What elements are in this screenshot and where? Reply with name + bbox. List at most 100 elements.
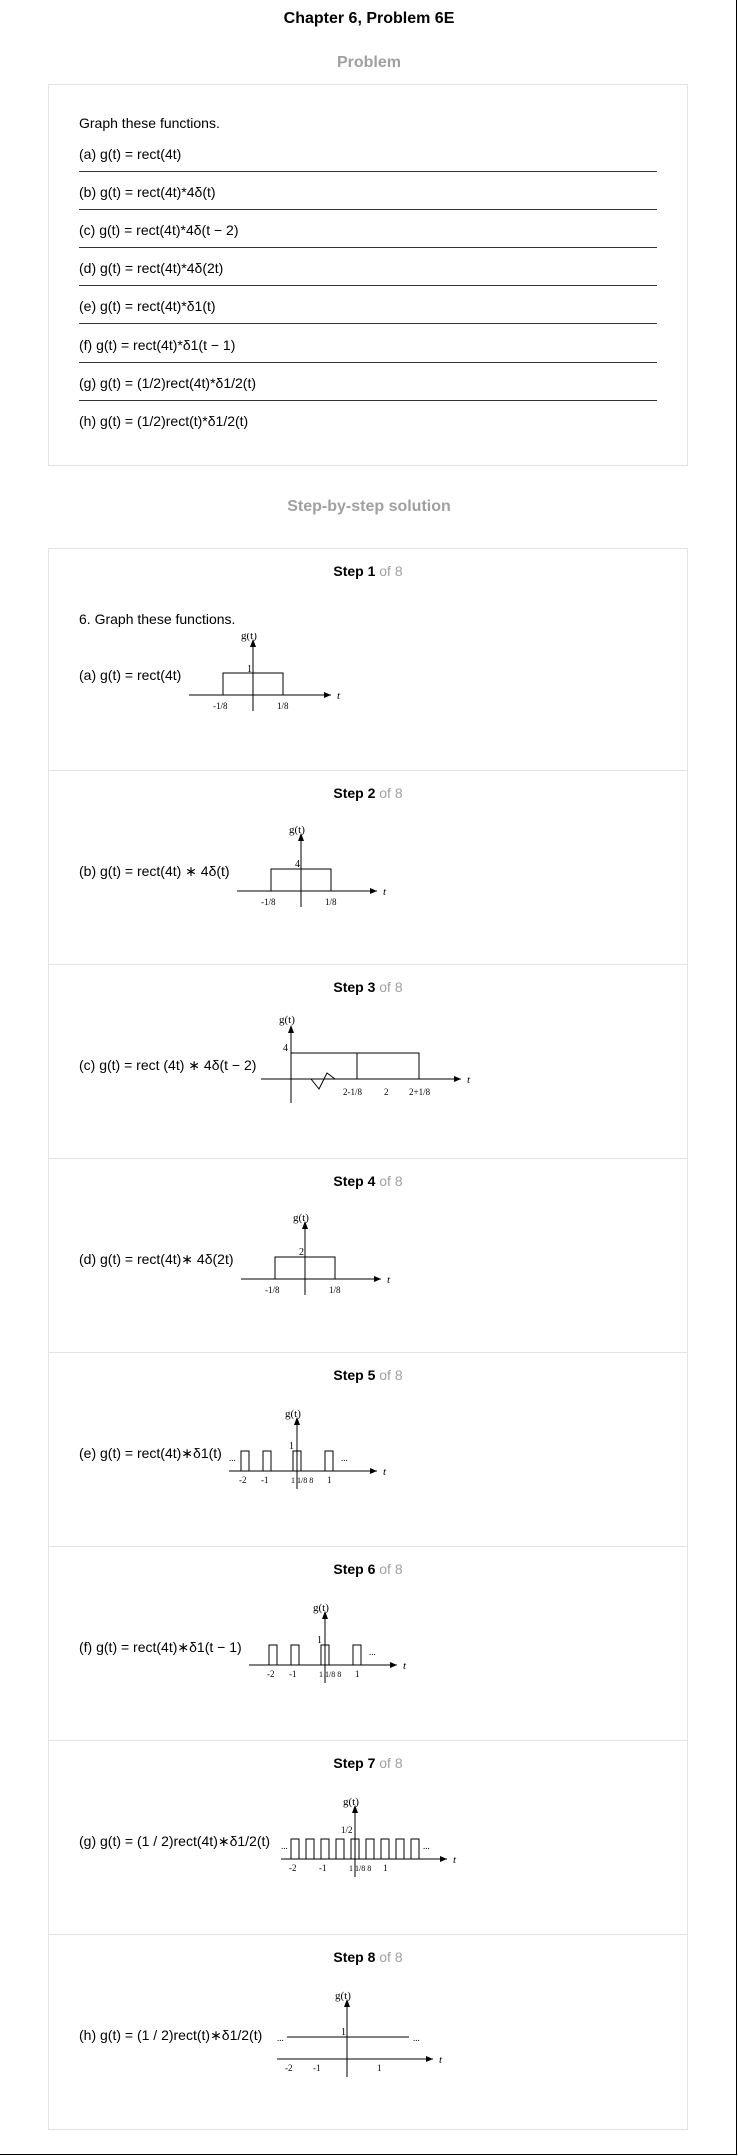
svg-text:-2: -2 <box>285 2063 293 2073</box>
svg-text:...: ... <box>277 2033 284 2043</box>
graph-step-3: g(t) 4 t 2-1/8 2 2+1/8 <box>261 1014 471 1103</box>
svg-text:1: 1 <box>355 1669 360 1679</box>
problem-item: (a) g(t) = rect(4t) <box>79 146 182 162</box>
svg-text:t: t <box>337 690 341 702</box>
svg-text:t: t <box>403 1660 407 1672</box>
svg-text:t: t <box>387 1274 391 1286</box>
step-text: (c) g(t) = rect (4t) ∗ 4δ(t − 2) <box>79 1057 257 1073</box>
svg-text:1: 1 <box>289 1441 294 1452</box>
problem-separator <box>79 247 657 248</box>
solution-heading: Step-by-step solution <box>287 498 451 515</box>
step-text: (b) g(t) = rect(4t) ∗ 4δ(t) <box>79 863 230 879</box>
step-header: Step 1 of 8 <box>333 563 403 579</box>
problem-item: (f) g(t) = rect(4t)*δ1(t − 1) <box>79 337 236 353</box>
graph-step-8: g(t) 1 t ... ... -2 -1 1 <box>277 1991 443 2077</box>
svg-text:-2: -2 <box>239 1475 247 1485</box>
svg-text:t: t <box>453 1854 457 1866</box>
svg-text:g(t): g(t) <box>343 1797 359 1808</box>
solution-card: Step 1 of 8 6. Graph these functions. (a… <box>48 548 688 2130</box>
svg-text:1 1/8 8: 1 1/8 8 <box>349 1864 371 1873</box>
step-text: (g) g(t) = (1 / 2)rect(4t)∗δ1/2(t) <box>79 1833 271 1849</box>
svg-text:t: t <box>467 1074 471 1086</box>
step-text: (f) g(t) = rect(4t)∗δ1(t − 1) <box>79 1639 242 1655</box>
svg-text:-2: -2 <box>289 1863 297 1873</box>
step-8: Step 8 of 8 (h) g(t) = (1 / 2)rect(t)∗δ1… <box>49 1935 687 2131</box>
svg-text:-1/8: -1/8 <box>213 701 228 711</box>
svg-text:...: ... <box>423 1841 430 1851</box>
step-6: Step 6 of 8 (f) g(t) = rect(4t)∗δ1(t − 1… <box>49 1547 687 1741</box>
problem-card: Graph these functions. (a) g(t) = rect(4… <box>48 84 688 466</box>
step-text: (a) g(t) = rect(4t) <box>79 667 182 683</box>
svg-text:...: ... <box>229 1453 236 1463</box>
svg-text:g(t): g(t) <box>289 825 305 836</box>
svg-text:-2: -2 <box>267 1669 275 1679</box>
svg-text:4: 4 <box>295 859 300 870</box>
svg-text:-1: -1 <box>261 1475 269 1485</box>
problem-item: (d) g(t) = rect(4t)*4δ(2t) <box>79 260 224 276</box>
problem-intro: Graph these functions. <box>79 115 220 131</box>
svg-text:1/8: 1/8 <box>325 897 337 907</box>
graph-step-5: g(t) 1 t ... ... -2 -1 1 1/8 8 1 <box>229 1409 387 1489</box>
svg-text:-1/8: -1/8 <box>261 897 276 907</box>
svg-text:1: 1 <box>327 1475 332 1485</box>
graph-step-1: g(t) 1 t -1/8 1/8 <box>189 633 341 711</box>
svg-text:1: 1 <box>341 2027 346 2038</box>
svg-text:...: ... <box>369 1647 376 1657</box>
svg-text:-1: -1 <box>319 1863 327 1873</box>
svg-text:1: 1 <box>317 1635 322 1646</box>
svg-text:-1/8: -1/8 <box>265 1285 280 1295</box>
svg-text:g(t): g(t) <box>279 1014 295 1026</box>
svg-text:-1: -1 <box>289 1669 297 1679</box>
problem-item: (b) g(t) = rect(4t)*4δ(t) <box>79 184 216 200</box>
step-header: Step 3 of 8 <box>333 979 403 995</box>
svg-text:1: 1 <box>247 664 252 675</box>
problem-item: (h) g(t) = (1/2)rect(t)*δ1/2(t) <box>79 413 249 429</box>
step-header: Step 4 of 8 <box>333 1173 403 1189</box>
svg-text:t: t <box>383 886 387 898</box>
step-4: Step 4 of 8 (d) g(t) = rect(4t)∗ 4δ(2t) … <box>49 1159 687 1353</box>
problem-item: (g) g(t) = (1/2)rect(4t)*δ1/2(t) <box>79 375 256 391</box>
svg-text:4: 4 <box>283 1043 288 1054</box>
graph-step-6: g(t) 1 t ... -2 -1 1 1/8 8 1 <box>249 1603 407 1683</box>
svg-text:2+1/8: 2+1/8 <box>409 1087 431 1097</box>
svg-text:g(t): g(t) <box>285 1409 301 1420</box>
svg-text:...: ... <box>281 1841 288 1851</box>
svg-text:2-1/8: 2-1/8 <box>343 1087 362 1097</box>
svg-text:1 1/8 8: 1 1/8 8 <box>291 1476 313 1485</box>
svg-text:2: 2 <box>384 1087 389 1097</box>
step-header: Step 5 of 8 <box>333 1367 403 1383</box>
step-text: (d) g(t) = rect(4t)∗ 4δ(2t) <box>79 1251 234 1267</box>
svg-text:1 1/8 8: 1 1/8 8 <box>319 1670 341 1679</box>
problem-item: (e) g(t) = rect(4t)*δ1(t) <box>79 298 216 314</box>
graph-step-4: g(t) 2 t -1/8 1/8 <box>241 1213 391 1295</box>
problem-separator <box>79 285 657 286</box>
step-1: Step 1 of 8 6. Graph these functions. (a… <box>49 549 687 771</box>
svg-text:g(t): g(t) <box>241 633 257 642</box>
graph-step-2: g(t) 4 t -1/8 1/8 <box>237 825 387 907</box>
step-3: Step 3 of 8 (c) g(t) = rect (4t) ∗ 4δ(t … <box>49 965 687 1159</box>
svg-text:1/8: 1/8 <box>277 701 289 711</box>
svg-text:...: ... <box>341 1453 348 1463</box>
svg-text:1: 1 <box>383 1863 388 1873</box>
problem-heading: Problem <box>336 54 401 71</box>
problem-separator <box>79 400 657 401</box>
problem-separator <box>79 209 657 210</box>
step-header: Step 7 of 8 <box>333 1755 403 1771</box>
svg-text:1/8: 1/8 <box>329 1285 341 1295</box>
svg-text:g(t): g(t) <box>293 1213 309 1224</box>
step-text: (h) g(t) = (1 / 2)rect(t)∗δ1/2(t) <box>79 2027 263 2043</box>
step-intro: 6. Graph these functions. <box>79 611 236 627</box>
page-title: Chapter 6, Problem 6E <box>283 10 455 27</box>
problem-separator <box>79 323 657 324</box>
problem-separator <box>79 171 657 172</box>
svg-text:1/2: 1/2 <box>341 1825 353 1835</box>
graph-step-7: g(t) 1/2 t ... ... -2 -1 1 1/8 8 1 <box>281 1797 457 1877</box>
step-5: Step 5 of 8 (e) g(t) = rect(4t)∗δ1(t) g(… <box>49 1353 687 1547</box>
svg-text:1: 1 <box>377 2063 382 2073</box>
svg-text:t: t <box>383 1466 387 1478</box>
step-header: Step 8 of 8 <box>333 1949 403 1965</box>
svg-text:...: ... <box>413 2033 420 2043</box>
svg-text:g(t): g(t) <box>335 1991 351 2002</box>
step-header: Step 2 of 8 <box>333 785 403 801</box>
step-7: Step 7 of 8 (g) g(t) = (1 / 2)rect(4t)∗δ… <box>49 1741 687 1935</box>
